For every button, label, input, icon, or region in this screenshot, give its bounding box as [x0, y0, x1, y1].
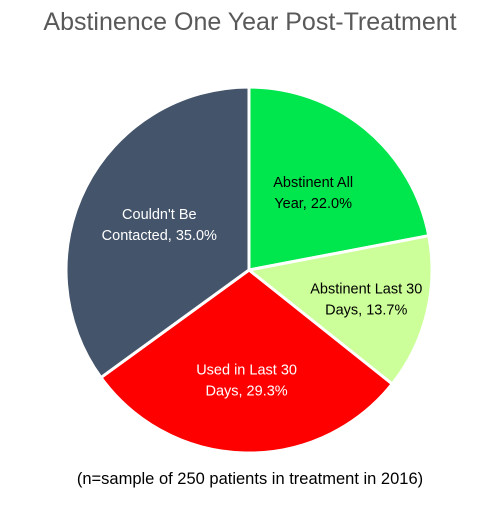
slice-label-0: Abstinent All Year, 22.0% — [273, 175, 353, 212]
slice-label-2: Used in Last 30 Days, 29.3% — [196, 362, 297, 399]
chart-note: (n=sample of 250 patients in treatment i… — [76, 470, 424, 488]
slice-label-3: Couldn't Be Contacted, 35.0% — [102, 207, 217, 244]
slice-label-line: Days, 13.7% — [325, 302, 407, 318]
pie-slice-1 — [247, 234, 434, 386]
slice-label-line: Contacted, 35.0% — [102, 228, 217, 244]
slice-label-line: Abstinent Last 30 — [310, 281, 422, 297]
slice-label-line: Year, 22.0% — [274, 196, 352, 212]
slice-label-line: Days, 29.3% — [205, 383, 287, 399]
pie-slice-3 — [64, 85, 251, 380]
slice-label-line: Used in Last 30 — [196, 362, 297, 378]
slice-label-line: Couldn't Be — [122, 207, 197, 223]
pie-slice-2 — [99, 268, 394, 455]
pie-slice-0 — [247, 85, 431, 272]
slice-label-line: Abstinent All — [273, 175, 353, 191]
chart-title: Abstinence One Year Post-Treatment — [43, 8, 457, 36]
slice-label-1: Abstinent Last 30 Days, 13.7% — [310, 281, 422, 318]
